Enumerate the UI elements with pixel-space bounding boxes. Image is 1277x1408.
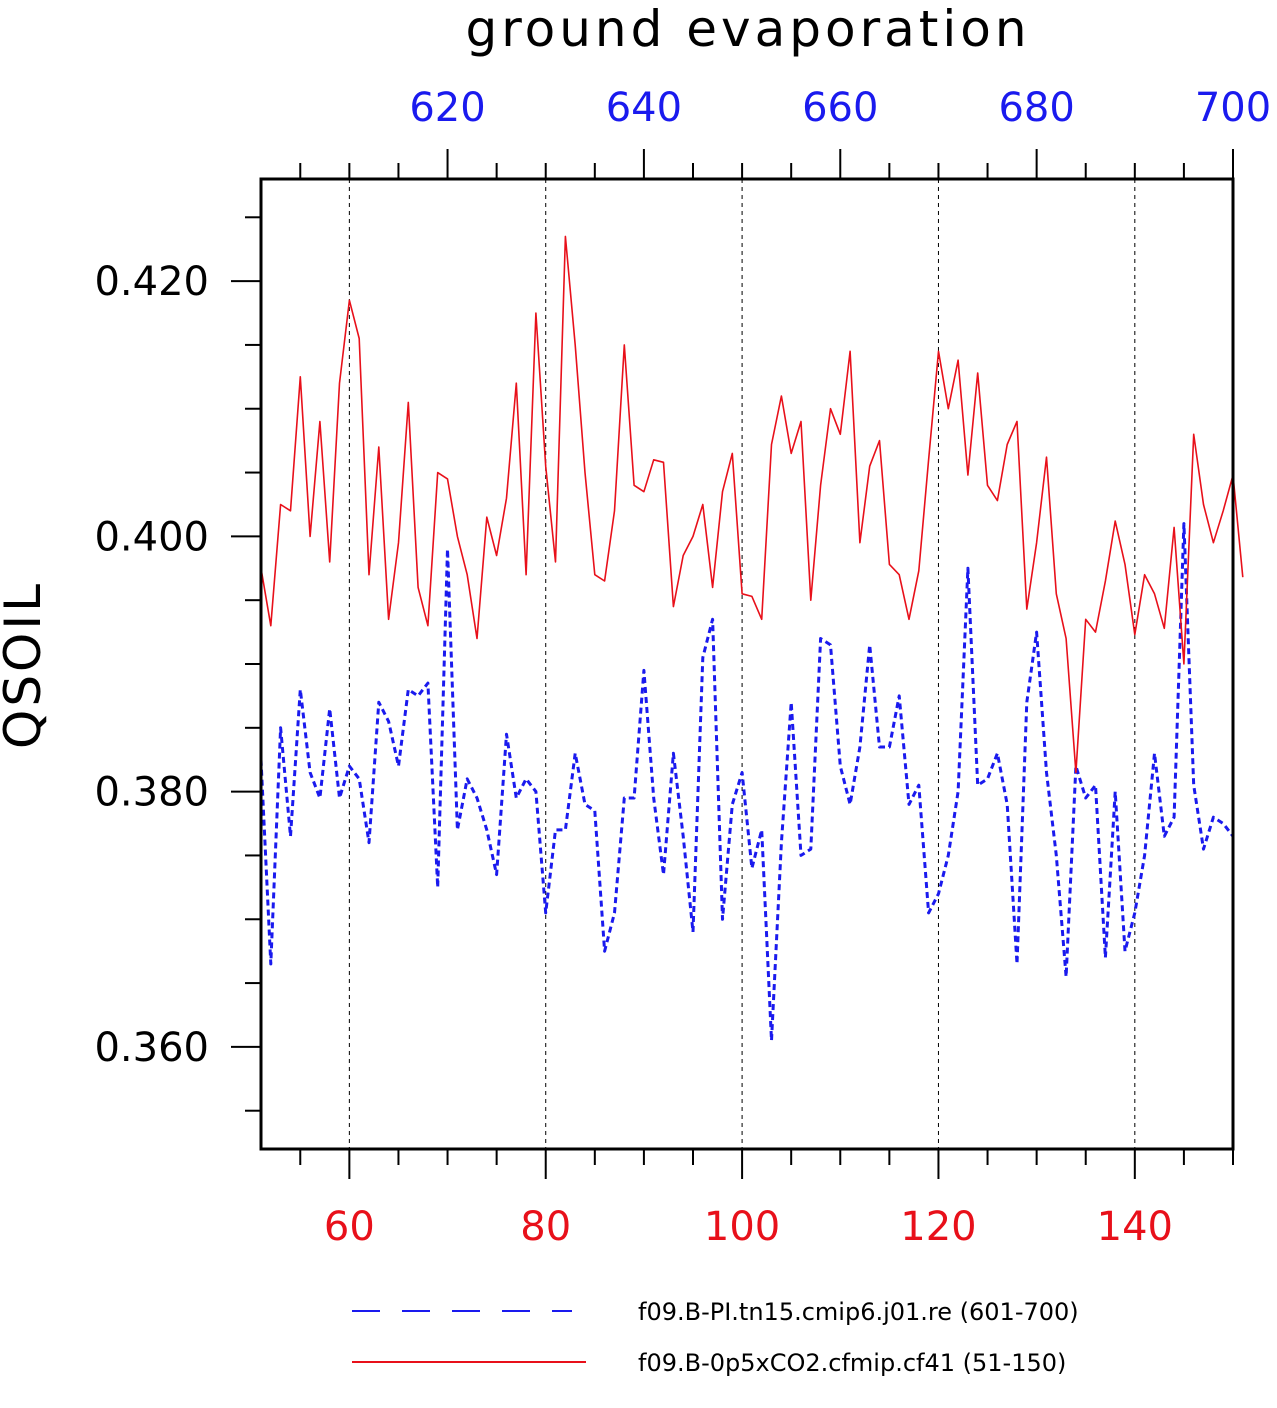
x-bottom-tick-label: 100 — [704, 1204, 780, 1250]
y-tick-label: 0.360 — [94, 1025, 209, 1071]
x-top-tick-label: 680 — [998, 85, 1074, 131]
x-top-tick-label: 660 — [802, 85, 878, 131]
y-tick-label: 0.400 — [94, 514, 209, 560]
x-bottom-tick-label: 80 — [520, 1204, 571, 1250]
x-top-tick-label: 700 — [1195, 85, 1271, 131]
x-bottom-tick-label: 140 — [1097, 1204, 1173, 1250]
y-tick-label: 0.380 — [94, 770, 209, 816]
plot-frame — [259, 177, 1235, 1151]
series-line-red — [260, 235, 1244, 774]
series-line-blue — [259, 522, 1235, 1042]
x-top-tick-label: 620 — [409, 85, 485, 131]
axis-ticks: 60 80 100 120 140 620 640 660 680 700 0.360 0.380 0.… — [94, 85, 1271, 1250]
legend-label-red: f09.B-0p5xCO2.cfmip.cf41 (51-150) — [638, 1349, 1066, 1377]
x-bottom-tick-label: 60 — [324, 1204, 375, 1250]
y-axis-label: QSOIL — [0, 581, 52, 749]
x-bottom-tick-label: 120 — [900, 1204, 976, 1250]
legend-label-blue: f09.B-PI.tn15.cmip6.j01.re (601-700) — [638, 1298, 1079, 1326]
x-top-tick-label: 640 — [606, 85, 682, 131]
vertical-gridlines — [348, 179, 1136, 1149]
y-tick-label: 0.420 — [94, 259, 209, 305]
chart-title: ground evaporation — [465, 0, 1030, 58]
series-layer — [259, 235, 1244, 1042]
legend: f09.B-PI.tn15.cmip6.j01.re (601-700) f09… — [352, 1298, 1079, 1377]
